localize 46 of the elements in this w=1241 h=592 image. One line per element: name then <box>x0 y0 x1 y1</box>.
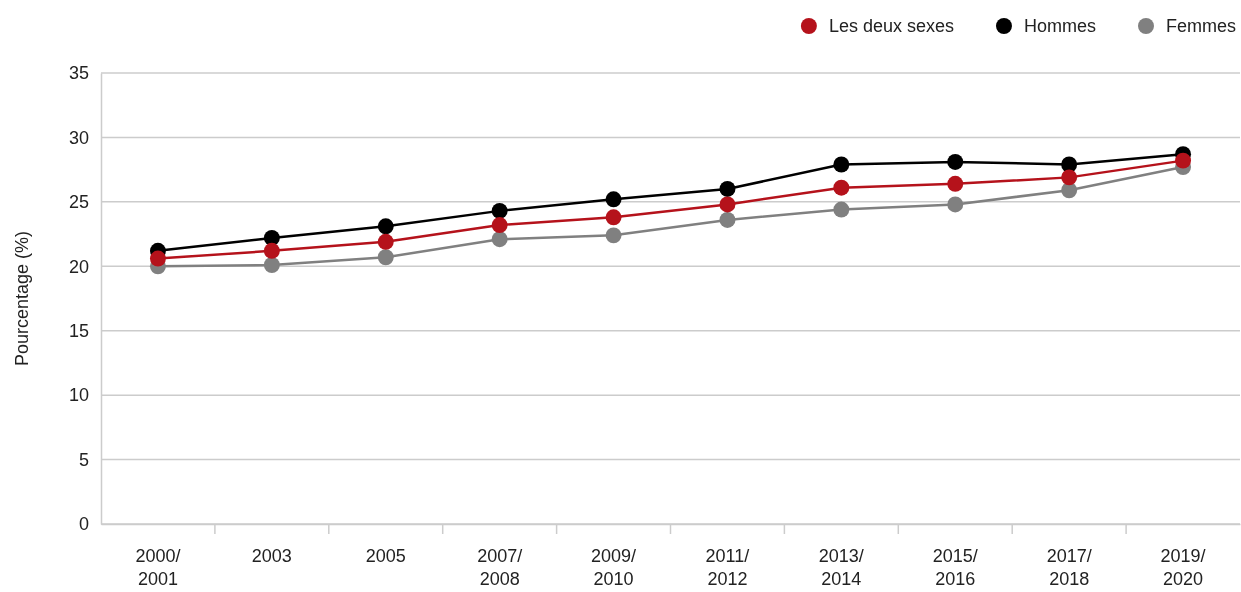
legend-label: Femmes <box>1165 16 1236 36</box>
point <box>491 231 508 248</box>
point <box>377 249 394 266</box>
point <box>263 242 280 259</box>
point <box>947 175 964 192</box>
y-tick-label: 15 <box>68 320 89 341</box>
point <box>833 179 850 196</box>
point <box>947 153 964 170</box>
point <box>605 209 622 226</box>
legend-label: Hommes <box>1023 16 1096 36</box>
point <box>833 156 850 173</box>
x-tick-label: 2017/2018 <box>1046 546 1092 589</box>
y-tick-label: 30 <box>68 127 89 148</box>
point <box>491 217 508 234</box>
x-tick-label: 2003 <box>251 546 292 566</box>
point <box>833 201 850 218</box>
x-tick-label: 2009/2010 <box>591 546 637 589</box>
x-tick-label: 2011/2012 <box>705 546 750 589</box>
legend-label: Les deux sexes <box>828 16 954 36</box>
point <box>947 196 964 213</box>
point <box>719 196 736 213</box>
point <box>149 250 166 267</box>
x-tick-label: 2019/2020 <box>1160 546 1206 589</box>
point <box>719 211 736 228</box>
point <box>1175 152 1192 169</box>
point <box>491 202 508 219</box>
x-tick-label: 2013/2014 <box>818 546 864 589</box>
y-tick-label: 25 <box>68 192 89 213</box>
point <box>1061 169 1078 186</box>
y-tick-label: 0 <box>78 514 89 535</box>
point <box>377 233 394 250</box>
y-tick-label: 35 <box>68 63 89 84</box>
point <box>605 191 622 208</box>
y-tick-label: 20 <box>68 256 89 277</box>
y-tick-label: 10 <box>68 385 89 406</box>
y-axis-title: Pourcentage (%) <box>12 230 32 367</box>
point <box>263 257 280 273</box>
x-tick-label: 2005 <box>365 546 406 566</box>
point <box>605 227 622 244</box>
x-tick-label: 2007/2008 <box>477 546 523 589</box>
point <box>377 218 394 235</box>
point <box>719 181 736 197</box>
point <box>1061 156 1078 173</box>
x-tick-label: 2000/2001 <box>135 546 181 589</box>
y-tick-label: 5 <box>78 449 89 470</box>
x-tick-label: 2015/2016 <box>932 546 978 589</box>
